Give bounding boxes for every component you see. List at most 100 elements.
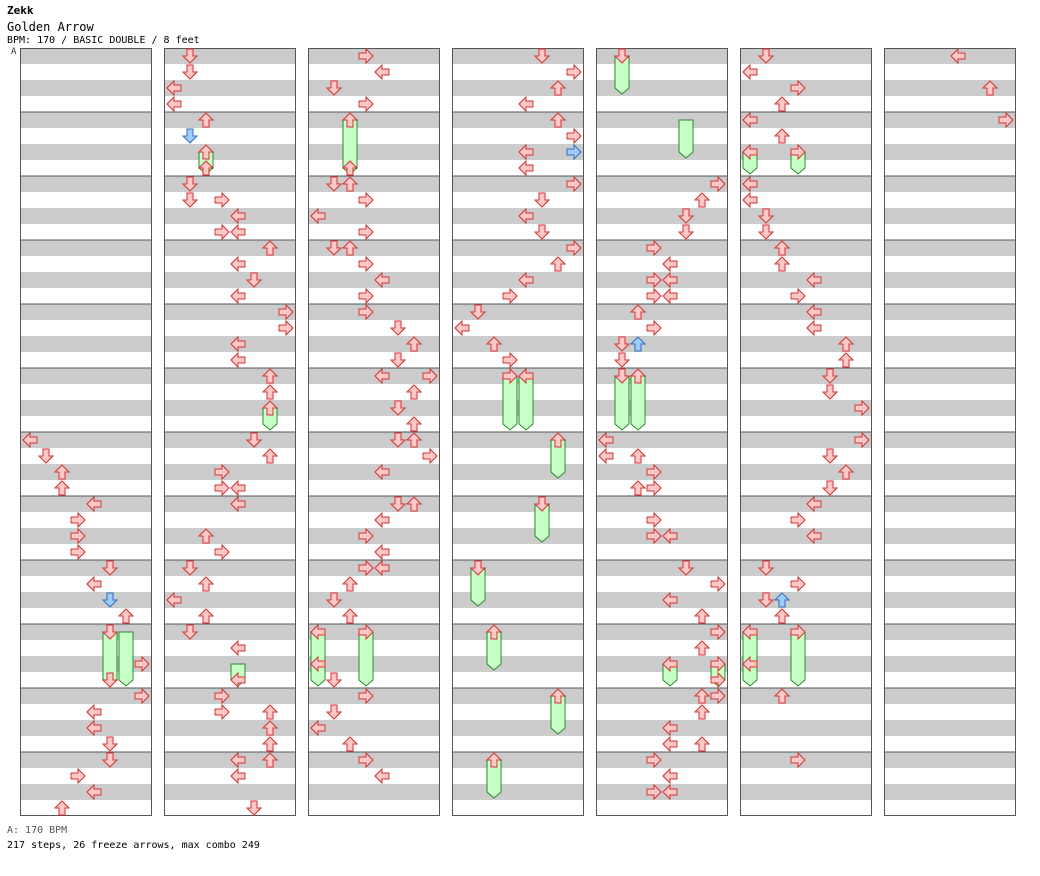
step-arrow-left <box>86 575 102 593</box>
beat-stripe <box>884 688 1016 704</box>
beat-stripe <box>164 464 296 480</box>
step-arrow-left <box>230 287 246 305</box>
step-arrow-up <box>261 448 279 464</box>
step-arrow-up <box>261 384 279 400</box>
step-arrow-right <box>134 687 150 705</box>
beat-stripe <box>596 592 728 608</box>
beat-stripe <box>308 272 440 288</box>
beat-stripe <box>20 528 152 544</box>
step-arrow-up <box>773 592 791 608</box>
step-arrow-left <box>662 767 678 785</box>
step-arrow-right <box>710 671 726 689</box>
step-arrow-down <box>181 64 199 80</box>
step-arrow-right <box>646 287 662 305</box>
beat-stripe <box>740 240 872 256</box>
step-arrow-left <box>310 655 326 673</box>
step-arrow-down <box>101 736 119 752</box>
step-arrow-up <box>773 688 791 704</box>
beat-stripe <box>308 368 440 384</box>
column-border <box>740 48 872 816</box>
step-arrow-down <box>757 48 775 64</box>
beat-stripe <box>164 208 296 224</box>
beat-stripe <box>308 208 440 224</box>
step-arrow-down <box>613 336 631 352</box>
chart-column <box>20 48 152 816</box>
step-arrow-up <box>629 304 647 320</box>
step-arrow-right <box>70 543 86 561</box>
step-arrow-left <box>230 751 246 769</box>
step-arrow-right <box>646 511 662 529</box>
beat-stripe <box>452 240 584 256</box>
step-arrow-right <box>134 655 150 673</box>
step-arrow-left <box>742 623 758 641</box>
step-arrow-left <box>86 703 102 721</box>
step-arrow-down <box>101 672 119 688</box>
chart-column <box>740 48 872 816</box>
beat-stripe <box>164 272 296 288</box>
step-arrow-left <box>22 431 38 449</box>
beat-stripe <box>452 272 584 288</box>
step-arrow-right <box>502 287 518 305</box>
step-arrow-down <box>389 320 407 336</box>
beat-stripe <box>308 336 440 352</box>
beat-stripe <box>884 208 1016 224</box>
step-arrow-right <box>214 687 230 705</box>
freeze-arrow <box>358 631 374 687</box>
beat-stripe <box>740 624 872 640</box>
song-title: Golden Arrow <box>7 20 94 34</box>
step-arrow-down <box>245 432 263 448</box>
step-arrow-up <box>261 368 279 384</box>
step-arrow-left <box>86 495 102 513</box>
beat-stripe <box>452 400 584 416</box>
step-arrow-left <box>374 559 390 577</box>
step-arrow-right <box>358 255 374 273</box>
beat-stripe <box>308 752 440 768</box>
step-arrow-up <box>837 352 855 368</box>
step-arrow-right <box>214 479 230 497</box>
step-arrow-down <box>101 752 119 768</box>
step-arrow-up <box>405 336 423 352</box>
step-arrow-down <box>469 304 487 320</box>
step-stats: 217 steps, 26 freeze arrows, max combo 2… <box>7 840 260 851</box>
step-arrow-right <box>854 399 870 417</box>
step-arrow-right <box>790 287 806 305</box>
column-border <box>884 48 1016 816</box>
beat-stripe <box>20 592 152 608</box>
beat-stripe <box>20 688 152 704</box>
beat-stripe <box>20 304 152 320</box>
step-arrow-right <box>854 431 870 449</box>
step-arrow-right <box>422 447 438 465</box>
step-arrow-up <box>773 240 791 256</box>
beat-stripe <box>308 432 440 448</box>
column-border <box>164 48 296 816</box>
step-arrow-right <box>710 655 726 673</box>
beat-stripe <box>596 720 728 736</box>
step-arrow-left <box>230 495 246 513</box>
step-arrow-down <box>389 400 407 416</box>
step-arrow-right <box>790 511 806 529</box>
step-arrow-up <box>341 608 359 624</box>
step-arrow-down <box>325 240 343 256</box>
step-arrow-up <box>341 160 359 176</box>
step-arrow-up <box>485 336 503 352</box>
beat-stripe <box>596 304 728 320</box>
step-arrow-right <box>790 79 806 97</box>
step-arrow-right <box>646 479 662 497</box>
beat-stripe <box>164 112 296 128</box>
beat-stripe <box>740 336 872 352</box>
beat-stripe <box>884 720 1016 736</box>
step-arrow-right <box>70 511 86 529</box>
step-arrow-down <box>613 368 631 384</box>
step-arrow-down <box>389 432 407 448</box>
beat-stripe <box>20 240 152 256</box>
step-arrow-right <box>646 463 662 481</box>
beat-stripe <box>884 304 1016 320</box>
step-arrow-up <box>197 160 215 176</box>
beat-stripe <box>452 496 584 512</box>
beat-stripe <box>596 240 728 256</box>
step-arrow-right <box>358 95 374 113</box>
step-arrow-left <box>166 95 182 113</box>
step-arrow-left <box>230 223 246 241</box>
step-arrow-down <box>613 352 631 368</box>
step-arrow-right <box>70 527 86 545</box>
